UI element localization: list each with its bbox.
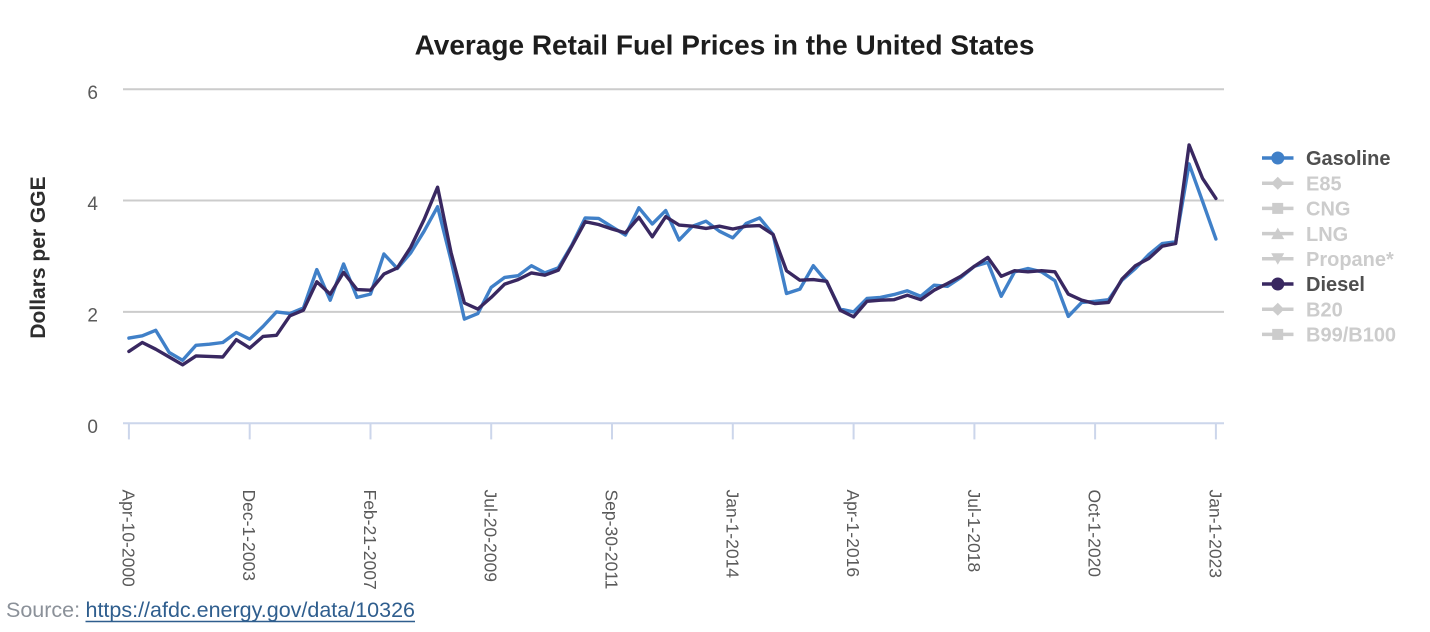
- svg-text:2: 2: [87, 306, 98, 327]
- svg-text:Gasoline: Gasoline: [1306, 148, 1390, 170]
- svg-text:Jul-20-2009: Jul-20-2009: [481, 490, 501, 582]
- svg-text:Dec-1-2003: Dec-1-2003: [239, 490, 259, 581]
- svg-text:https://afdc.energy.gov/data/1: https://afdc.energy.gov/data/10326: [86, 598, 416, 622]
- svg-text:Propane*: Propane*: [1306, 249, 1394, 271]
- svg-text:Jan-1-2014: Jan-1-2014: [722, 490, 742, 579]
- svg-text:Sep-30-2011: Sep-30-2011: [602, 490, 622, 590]
- svg-text:Apr-10-2000: Apr-10-2000: [118, 490, 138, 588]
- svg-text:Apr-1-2016: Apr-1-2016: [843, 490, 863, 578]
- svg-text:B20: B20: [1306, 299, 1343, 321]
- svg-text:Diesel: Diesel: [1306, 274, 1365, 296]
- svg-text:LNG: LNG: [1306, 224, 1348, 246]
- svg-text:E85: E85: [1306, 173, 1342, 195]
- svg-text:Jul-1-2018: Jul-1-2018: [964, 490, 984, 573]
- svg-text:B99/B100: B99/B100: [1306, 325, 1396, 347]
- svg-text:Source:: Source:: [6, 598, 80, 622]
- svg-text:CNG: CNG: [1306, 199, 1350, 221]
- svg-text:4: 4: [87, 194, 98, 215]
- svg-text:Jan-1-2023: Jan-1-2023: [1205, 490, 1225, 579]
- svg-text:Oct-1-2020: Oct-1-2020: [1085, 490, 1105, 578]
- svg-text:6: 6: [87, 83, 98, 104]
- svg-text:Average Retail Fuel Prices in: Average Retail Fuel Prices in the United…: [415, 30, 1035, 61]
- svg-text:0: 0: [87, 417, 98, 438]
- svg-text:Feb-21-2007: Feb-21-2007: [360, 490, 380, 590]
- svg-text:Dollars per GGE: Dollars per GGE: [27, 176, 50, 338]
